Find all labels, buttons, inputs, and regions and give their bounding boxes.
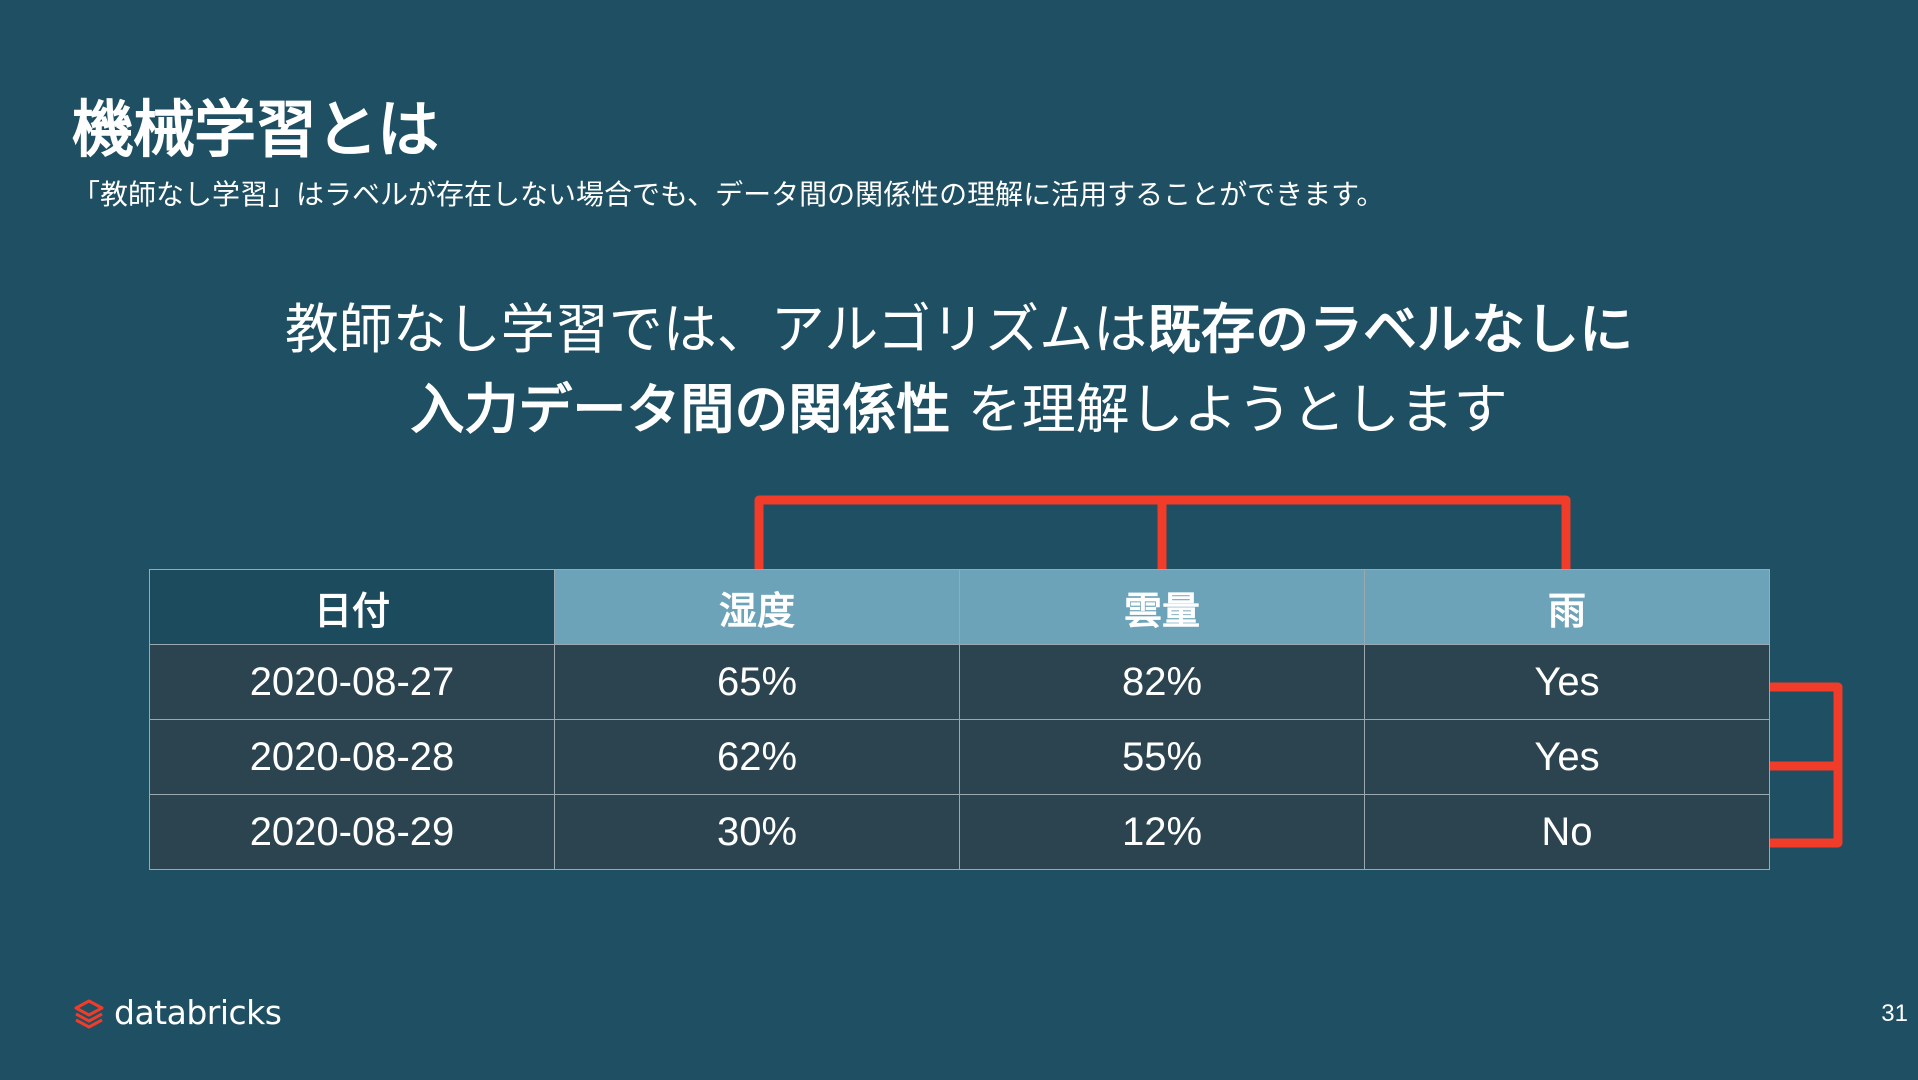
table-row: 2020-08-29 30% 12% No — [149, 794, 1770, 870]
headline-line1-bold: 既存のラベルなしに — [1147, 298, 1634, 361]
cell-rain: Yes — [1364, 644, 1770, 720]
cell-cloud-cover: 12% — [959, 794, 1365, 870]
cell-cloud-cover: 55% — [959, 719, 1365, 795]
cell-humidity: 62% — [554, 719, 960, 795]
headline-line1-regular: 教師なし学習では、アルゴリズムは — [284, 298, 1148, 361]
cell-humidity: 65% — [554, 644, 960, 720]
headline-line-1: 教師なし学習では、アルゴリズムは既存のラベルなしに — [0, 290, 1918, 370]
cell-cloud-cover: 82% — [959, 644, 1365, 720]
cell-date: 2020-08-28 — [149, 719, 555, 795]
table-row: 2020-08-28 62% 55% Yes — [149, 719, 1770, 795]
header-humidity: 湿度 — [554, 569, 960, 645]
header-date: 日付 — [149, 569, 555, 645]
logo-wordmark: databricks — [114, 993, 282, 1032]
weather-table: 日付 湿度 雲量 雨 2020-08-27 65% 82% Yes 2020-0… — [149, 569, 1770, 870]
table-row: 2020-08-27 65% 82% Yes — [149, 644, 1770, 720]
headline: 教師なし学習では、アルゴリズムは既存のラベルなしに 入力データ間の関係性 を理解… — [0, 290, 1918, 450]
cell-date: 2020-08-29 — [149, 794, 555, 870]
table-header-row: 日付 湿度 雲量 雨 — [149, 569, 1770, 645]
databricks-logo-icon — [74, 999, 104, 1028]
page-number: 31 — [1881, 1000, 1908, 1027]
headline-line2-regular: を理解しようとします — [950, 378, 1508, 441]
cell-rain: No — [1364, 794, 1770, 870]
column-bracket — [754, 495, 1571, 574]
slide-subtitle: 「教師なし学習」はラベルが存在しない場合でも、データ間の関係性の理解に活用するこ… — [72, 178, 1385, 211]
header-rain: 雨 — [1364, 569, 1770, 645]
cell-date: 2020-08-27 — [149, 644, 555, 720]
headline-line-2: 入力データ間の関係性 を理解しようとします — [0, 370, 1918, 450]
databricks-logo: databricks — [72, 993, 282, 1032]
header-cloud-cover: 雲量 — [959, 569, 1365, 645]
slide-title: 機械学習とは — [72, 93, 439, 166]
row-bracket — [1767, 682, 1843, 848]
cell-humidity: 30% — [554, 794, 960, 870]
headline-line2-bold: 入力データ間の関係性 — [410, 378, 951, 441]
cell-rain: Yes — [1364, 719, 1770, 795]
